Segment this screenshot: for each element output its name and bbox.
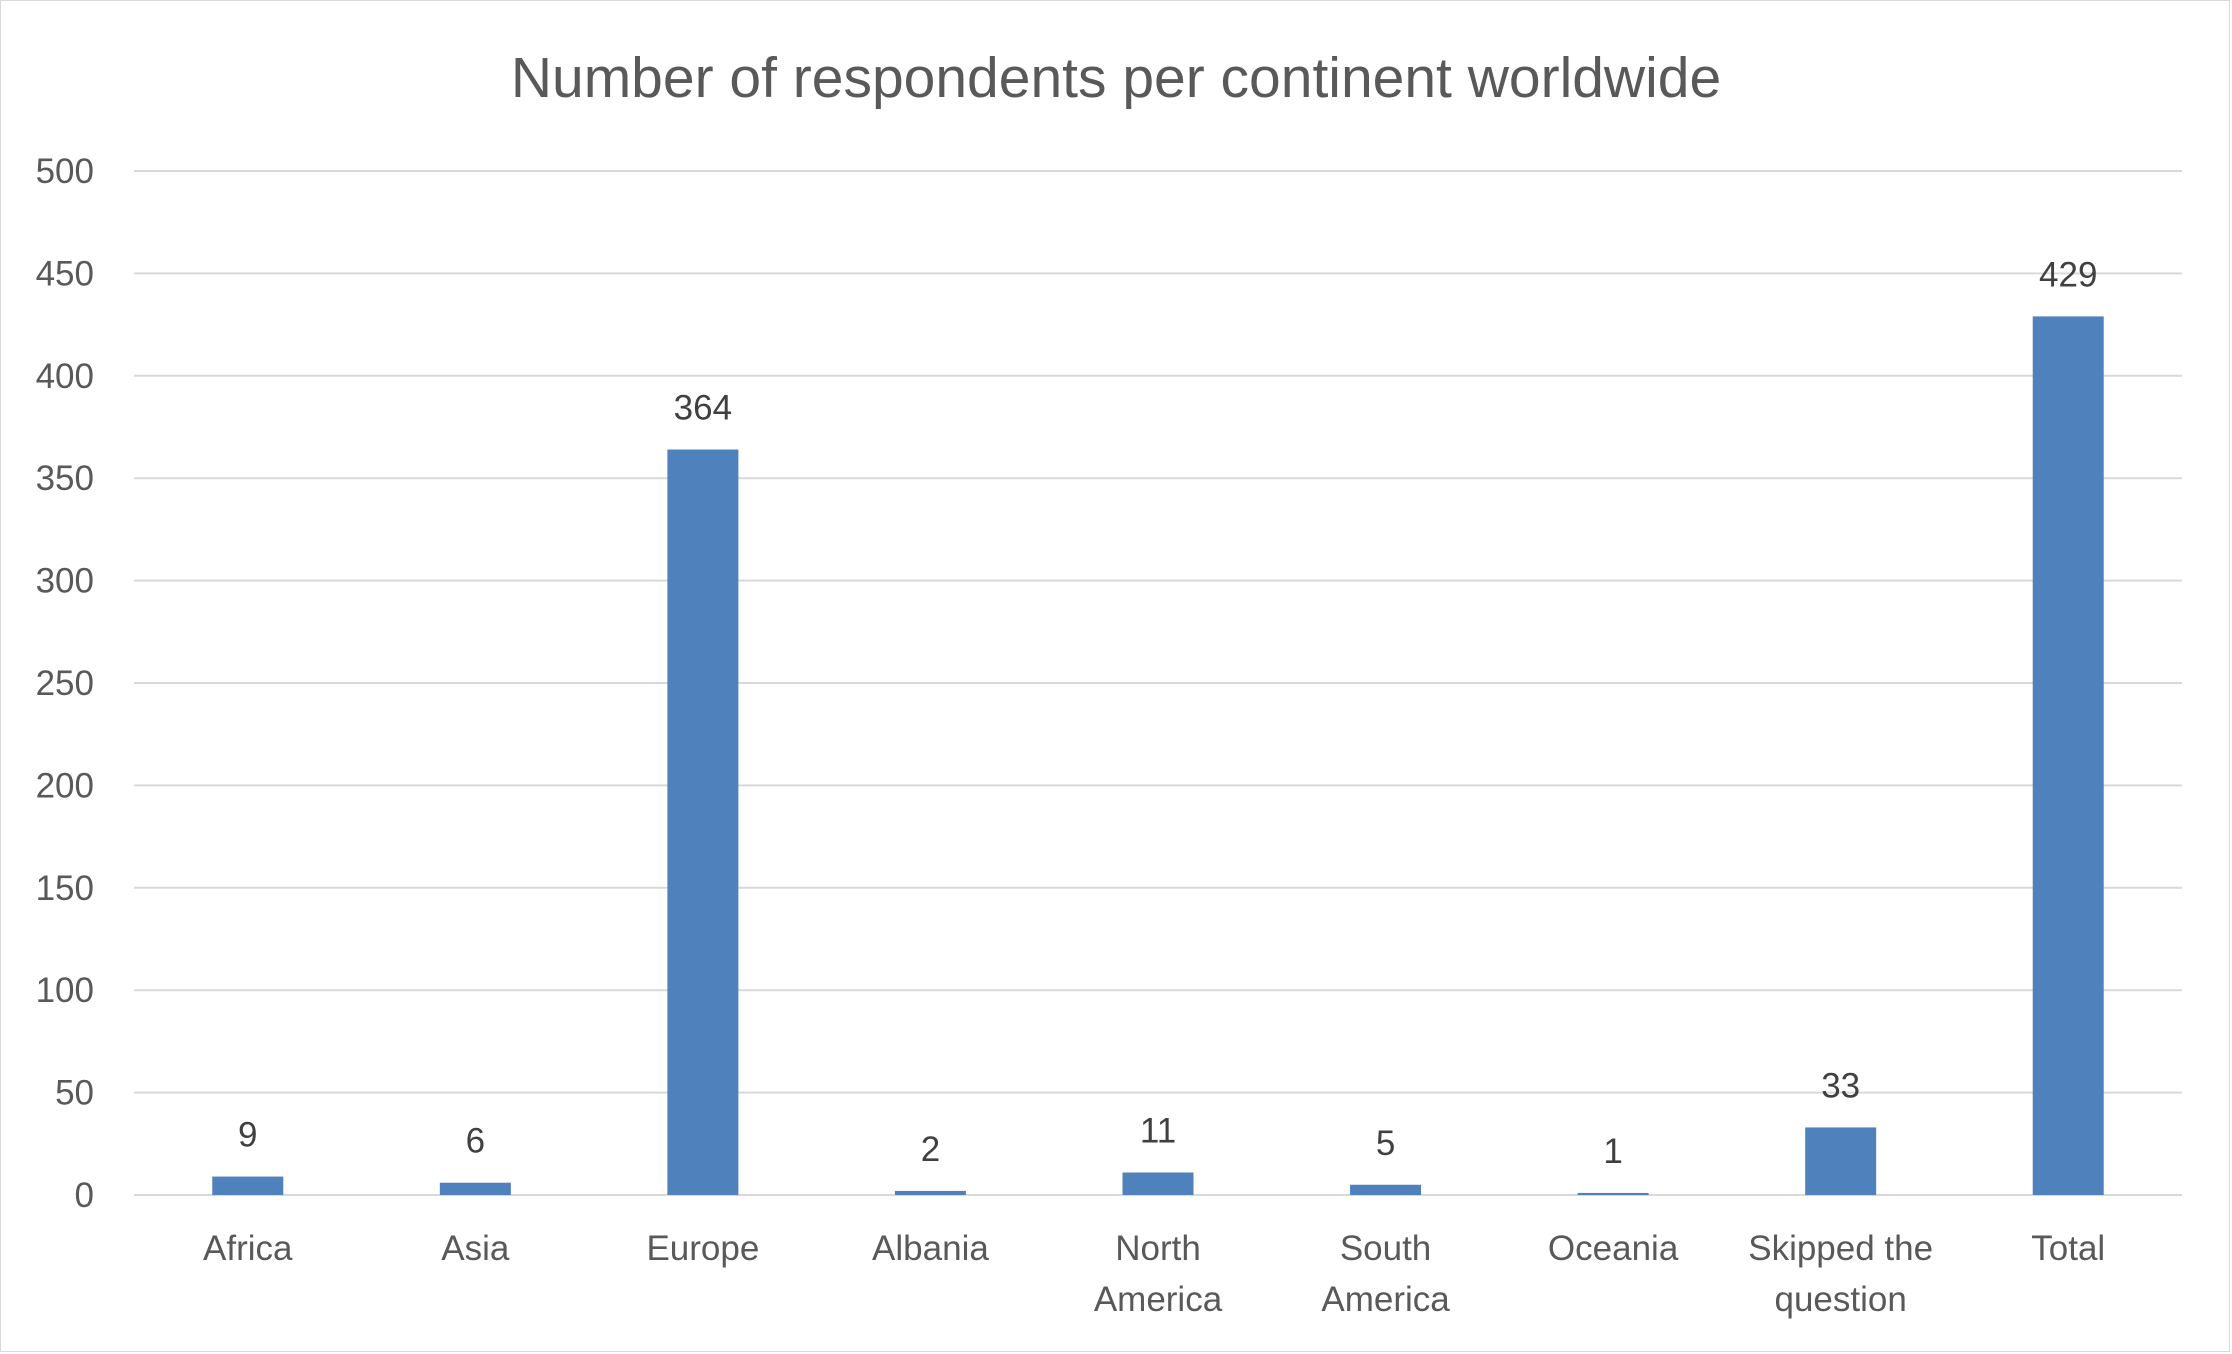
y-tick-label: 50 xyxy=(55,1074,94,1113)
y-tick-label: 350 xyxy=(36,459,94,498)
gridlines xyxy=(134,170,2182,1196)
data-label: 33 xyxy=(1821,1066,1860,1105)
bar xyxy=(667,449,739,1195)
bar xyxy=(212,1176,284,1195)
category-label: Oceania xyxy=(1548,1229,1679,1268)
y-tick-label: 100 xyxy=(36,971,94,1010)
bar xyxy=(2032,316,2104,1196)
data-label: 9 xyxy=(238,1116,257,1155)
y-tick-label: 300 xyxy=(36,562,94,601)
y-tick-label: 250 xyxy=(36,664,94,703)
bar xyxy=(894,1190,966,1195)
data-label: 5 xyxy=(1376,1124,1395,1163)
y-tick-label: 0 xyxy=(75,1176,94,1215)
category-label: Albania xyxy=(872,1229,989,1268)
data-label: 6 xyxy=(466,1122,485,1161)
category-label: Africa xyxy=(203,1229,293,1268)
data-label: 2 xyxy=(921,1130,940,1169)
y-tick-label: 200 xyxy=(36,766,94,805)
y-tick-label: 150 xyxy=(36,869,94,908)
data-label: 1 xyxy=(1603,1132,1622,1171)
bar xyxy=(1805,1127,1877,1195)
data-label: 364 xyxy=(674,389,732,428)
y-tick-label: 400 xyxy=(36,357,94,396)
category-label: Total xyxy=(2031,1229,2105,1268)
category-label: Europe xyxy=(646,1229,759,1268)
category-label: Skipped the question xyxy=(1748,1229,1933,1319)
bar xyxy=(439,1182,511,1195)
category-label: South America xyxy=(1321,1229,1450,1319)
chart-title: Number of respondents per continent worl… xyxy=(511,46,1721,110)
bar xyxy=(1350,1184,1422,1195)
y-tick-label: 500 xyxy=(36,152,94,191)
bar xyxy=(1577,1192,1649,1195)
y-tick-label: 450 xyxy=(36,254,94,293)
category-label: Asia xyxy=(441,1229,510,1268)
data-label: 429 xyxy=(2039,255,2097,294)
bar xyxy=(1122,1172,1194,1195)
category-labels: Africa Asia Europe Albania North America South… xyxy=(203,1229,2105,1319)
data-labels: 9 6 364 2 11 5 1 33 429 xyxy=(238,255,2097,1171)
data-label: 11 xyxy=(1140,1111,1176,1150)
y-axis-ticks: 0 50 100 150 200 250 300 350 400 450 500 xyxy=(36,152,94,1215)
bars xyxy=(212,316,2104,1196)
category-label: North America xyxy=(1094,1229,1223,1319)
